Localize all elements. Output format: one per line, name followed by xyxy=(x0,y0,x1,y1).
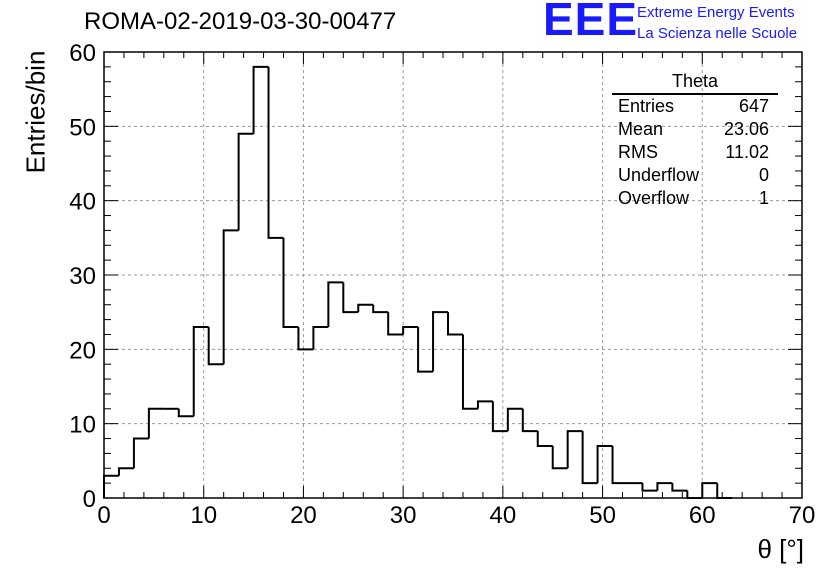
histogram-bin xyxy=(237,132,254,231)
y-tick-label: 60 xyxy=(69,40,96,67)
histogram-bin xyxy=(506,407,523,432)
y-tick-label: 0 xyxy=(83,486,96,513)
x-tick-label: 20 xyxy=(290,502,317,529)
x-tick-label: 30 xyxy=(390,502,417,529)
stats-title: Theta xyxy=(612,70,778,95)
y-tick-label: 50 xyxy=(69,114,96,141)
histogram-bin xyxy=(252,65,269,134)
logo-line-1: Extreme Energy Events xyxy=(637,4,795,21)
stats-row-entries: Entries 647 xyxy=(610,95,778,118)
y-axis-label: Entries/bin xyxy=(20,50,51,174)
histogram-bin xyxy=(447,312,463,336)
grid-lines xyxy=(104,52,802,498)
x-tick-label: 40 xyxy=(490,502,517,529)
histogram-bin xyxy=(357,303,374,313)
stats-label: RMS xyxy=(618,142,658,162)
stats-row-underflow: Underflow 0 xyxy=(610,164,778,187)
histogram-bin xyxy=(656,482,673,491)
histogram-bin xyxy=(372,304,389,314)
y-tick-label: 40 xyxy=(69,189,96,216)
histogram-bin xyxy=(536,431,553,447)
stats-value: 0 xyxy=(758,165,769,185)
histogram-bars xyxy=(103,65,733,499)
histogram-bin xyxy=(417,327,434,373)
histogram-bin xyxy=(461,334,478,410)
histogram-bin xyxy=(132,437,149,469)
stats-value: 23.06 xyxy=(723,119,769,139)
histogram-bin xyxy=(267,66,284,239)
histogram-bin xyxy=(432,311,449,372)
histogram-bin xyxy=(551,445,568,470)
x-tick-label: 0 xyxy=(97,502,110,529)
axes xyxy=(103,51,803,499)
stats-label: Overflow xyxy=(618,188,690,208)
stats-row-mean: Mean 23.06 xyxy=(610,118,778,141)
stats-label: Underflow xyxy=(618,165,700,185)
histogram-bin xyxy=(177,408,194,418)
stats-row-overflow: Overflow 1 xyxy=(610,187,778,210)
stats-label: Entries xyxy=(618,96,675,116)
x-axis-label: θ [°] xyxy=(757,534,804,564)
stats-label: Mean xyxy=(618,119,664,139)
histogram-bin xyxy=(147,407,164,439)
histogram-bin xyxy=(686,490,703,499)
stats-row-rms: RMS 11.02 xyxy=(610,141,778,164)
histogram-bin xyxy=(566,430,583,469)
histogram-bin xyxy=(117,467,134,476)
y-tick-label: 10 xyxy=(69,412,96,439)
stats-value: 11.02 xyxy=(725,142,769,162)
histogram-bin xyxy=(387,312,404,336)
histogram-bin xyxy=(671,483,688,492)
histogram-bin xyxy=(282,237,299,329)
histogram-bin xyxy=(342,282,359,314)
histogram-bin xyxy=(716,483,733,499)
stats-value: 1 xyxy=(758,188,769,208)
logo-line-2: La Scienza nelle Scuole xyxy=(637,25,798,42)
x-tick-label: 10 xyxy=(190,502,217,529)
histogram-bin xyxy=(207,327,224,366)
eee-logo: EEE xyxy=(543,0,639,45)
histogram-bin xyxy=(476,400,493,409)
histogram-bin xyxy=(297,327,314,351)
stats-box: Theta Entries 647 Mean 23.06 RMS 11.02 U… xyxy=(610,70,778,210)
histogram-bin xyxy=(641,483,658,492)
x-tick-label: 50 xyxy=(589,502,616,529)
histogram-bin xyxy=(581,431,598,485)
y-tick-label: 30 xyxy=(69,263,96,290)
stats-value: 647 xyxy=(738,96,769,116)
y-tick-label: 20 xyxy=(69,337,96,364)
histogram-bin xyxy=(192,326,209,417)
histogram-bin xyxy=(596,444,613,484)
histogram-bin xyxy=(312,326,329,350)
histogram-bin xyxy=(521,408,538,433)
histogram-bin xyxy=(327,281,344,328)
histogram-bin xyxy=(701,482,718,498)
histogram-bin xyxy=(222,229,239,365)
histogram-bin xyxy=(402,326,419,335)
chart-title: ROMA-02-2019-03-30-00477 xyxy=(84,8,397,35)
histogram-bin xyxy=(491,401,508,433)
x-tick-label: 60 xyxy=(689,502,716,529)
x-tick-label: 70 xyxy=(789,502,816,529)
histogram-bin xyxy=(611,445,628,485)
histogram-bin xyxy=(103,474,119,498)
